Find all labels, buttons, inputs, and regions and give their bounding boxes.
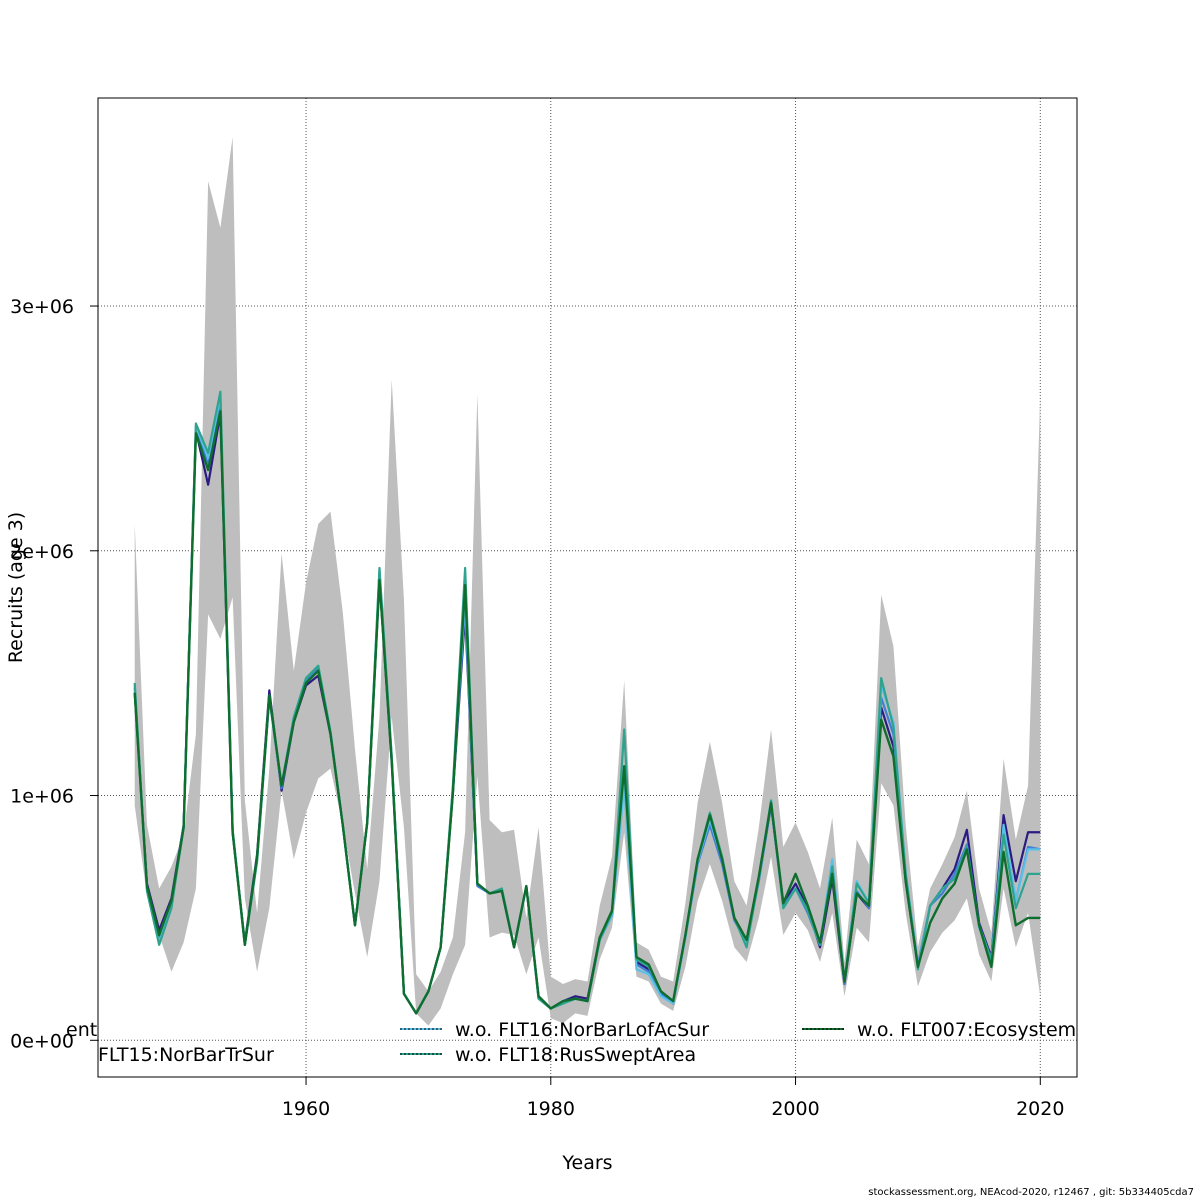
legend-label-4: w.o. FLT18:RusSweptArea: [455, 1044, 696, 1066]
x-tick-label: 1960: [282, 1098, 330, 1120]
footer-credit: stockassessment.org, NEAcod-2020, r12467…: [868, 1187, 1194, 1198]
y-tick-label: 2e+06: [10, 541, 74, 563]
confidence-band-layer: [134, 137, 1041, 1026]
x-tick-label: 1980: [527, 1098, 575, 1120]
plot-frame: [97, 97, 1078, 1078]
series-line-5: [133, 410, 1041, 1015]
x-tick-label: 2020: [1016, 1098, 1064, 1120]
y-tick-label: 1e+06: [10, 786, 74, 808]
y-tick-label: 3e+06: [10, 296, 74, 318]
legend-label-3: w.o. FLT16:NorBarLofAcSur: [455, 1019, 709, 1041]
y-tick-label: 0e+00: [10, 1030, 74, 1052]
x-tick-label: 2000: [771, 1098, 819, 1120]
y-axis: 0e+00 1e+06 2e+06 3e+06: [10, 296, 98, 1052]
series-lines-layer: [133, 390, 1041, 1015]
x-axis: 1960 1980 2000 2020: [282, 1077, 1064, 1120]
x-axis-title: Years: [561, 1152, 612, 1174]
legend-label-5: w.o. FLT007:Ecosystem: [857, 1019, 1076, 1041]
y-axis-title: Recruits (age 3): [5, 512, 27, 663]
confidence-band: [134, 137, 1041, 1026]
legend-label-2: FLT15:NorBarTrSur: [98, 1044, 274, 1066]
legend-label-1: ent: [66, 1019, 97, 1041]
